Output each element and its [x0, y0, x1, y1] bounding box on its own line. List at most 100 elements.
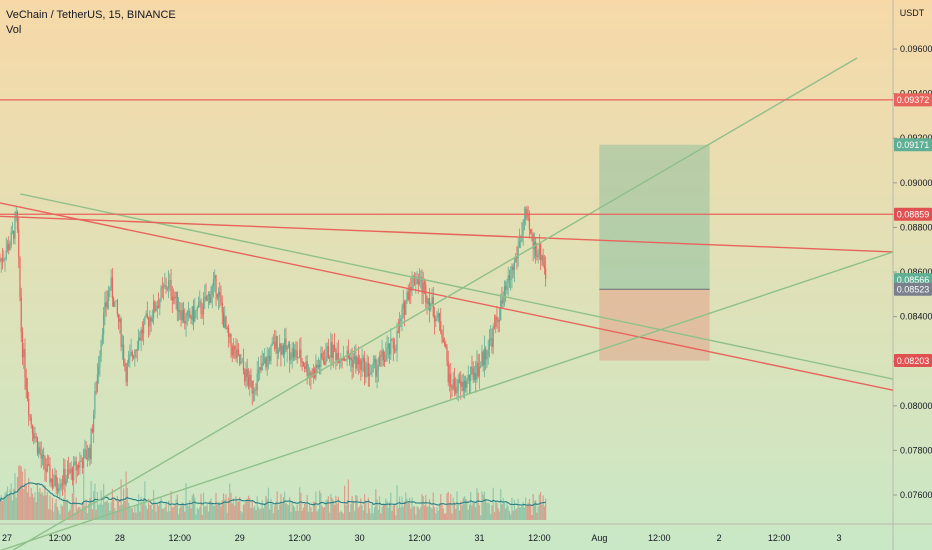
- drawing-lines[interactable]: [0, 57, 894, 550]
- volume-bar: [277, 509, 280, 520]
- volume-bar: [428, 499, 431, 520]
- candle-body: [291, 348, 293, 359]
- volume-bar: [217, 501, 220, 520]
- candle-body: [506, 282, 508, 291]
- volume-bar: [287, 505, 290, 520]
- candle-body: [487, 349, 489, 357]
- candle-body: [46, 464, 49, 472]
- candle-body: [39, 447, 41, 454]
- volume-bar: [166, 511, 168, 520]
- volume-bar: [262, 508, 265, 520]
- candle-body: [478, 366, 481, 377]
- candle-body: [195, 310, 197, 311]
- candle-body: [541, 255, 543, 261]
- candle-body: [518, 241, 521, 247]
- x-tick-label: 27: [2, 533, 12, 543]
- candle-body: [204, 296, 206, 299]
- volume-bar: [25, 485, 27, 520]
- volume-bar: [456, 491, 458, 520]
- volume-bar: [215, 492, 217, 520]
- candle-body: [480, 366, 482, 368]
- candle-body: [435, 318, 437, 322]
- volume-bar: [387, 507, 389, 520]
- volume-bar: [535, 500, 537, 520]
- candle-body: [354, 355, 356, 361]
- candle-body: [226, 327, 228, 329]
- volume-bar: [147, 498, 150, 520]
- volume-bar: [246, 498, 248, 520]
- volume-bar: [255, 509, 257, 520]
- candle-body: [457, 379, 459, 391]
- candle-body: [136, 348, 138, 351]
- candle-body: [520, 240, 522, 242]
- volume-bar: [176, 494, 178, 520]
- volume-bar: [296, 504, 298, 520]
- volume-bar: [144, 481, 146, 520]
- candle-body: [165, 285, 167, 290]
- candle-body: [74, 461, 76, 463]
- volume-bar: [206, 504, 208, 520]
- candle-body: [496, 316, 498, 320]
- volume-bar: [98, 504, 100, 520]
- candle-body: [186, 311, 188, 317]
- volume-bar: [299, 487, 301, 520]
- volume-bar: [179, 508, 181, 520]
- candle-body: [241, 361, 243, 363]
- candle-body: [247, 376, 250, 387]
- volume-bar: [361, 505, 363, 520]
- candle-body: [443, 342, 446, 345]
- volume-bar: [154, 503, 156, 520]
- candle-body: [510, 278, 512, 280]
- volume-bar: [256, 496, 258, 520]
- volume-bar: [430, 507, 432, 520]
- position-loss-zone: [599, 289, 710, 361]
- volume-bar: [371, 502, 373, 520]
- volume-bar: [493, 512, 496, 520]
- volume-bar: [381, 507, 383, 520]
- candle-body: [207, 293, 210, 296]
- volume-bar: [490, 513, 492, 520]
- volume-bar: [377, 509, 379, 520]
- candle-body: [366, 362, 368, 366]
- price-badge: [894, 354, 932, 368]
- volume-bar: [180, 505, 182, 520]
- volume-bar: [225, 494, 227, 520]
- candle-body: [438, 313, 441, 322]
- volume-bar: [3, 496, 5, 520]
- candle-body: [477, 362, 479, 377]
- volume-bar: [59, 514, 61, 520]
- volume-bar: [378, 496, 381, 520]
- candle-body: [535, 241, 537, 256]
- volume-bar: [96, 492, 98, 520]
- volume-bar: [522, 501, 524, 520]
- volume-bar: [518, 506, 521, 520]
- candle-body: [156, 305, 158, 310]
- candle-body: [376, 369, 378, 377]
- volume-bar: [205, 506, 207, 520]
- candle-body: [458, 379, 461, 382]
- y-tick-label: 0.08000: [900, 401, 932, 411]
- volume-bar: [202, 492, 205, 520]
- candle-body: [498, 320, 501, 323]
- volume-bar: [216, 503, 218, 520]
- volume-bar: [227, 497, 230, 520]
- volume-bar: [427, 506, 429, 520]
- candle-body: [264, 357, 266, 364]
- time-axis[interactable]: 27 12:00 28 12:00 29 12:00 30 12:00 31 12:00 Aug 12…: [2, 533, 842, 543]
- candle-body: [390, 339, 392, 355]
- y-tick-label: 0.09000: [900, 178, 932, 188]
- position-tool[interactable]: [599, 144, 710, 361]
- volume-bar: [452, 497, 454, 520]
- candle-body: [185, 316, 187, 324]
- candle-body: [265, 357, 267, 368]
- candle-body: [0, 258, 2, 262]
- volume-bar: [83, 468, 85, 520]
- candle-body: [76, 465, 79, 471]
- volume-bar: [58, 510, 60, 520]
- volume-bar: [224, 499, 226, 520]
- volume-bar: [245, 500, 247, 520]
- volume-bar: [425, 495, 427, 520]
- x-tick-label: 2: [717, 533, 722, 543]
